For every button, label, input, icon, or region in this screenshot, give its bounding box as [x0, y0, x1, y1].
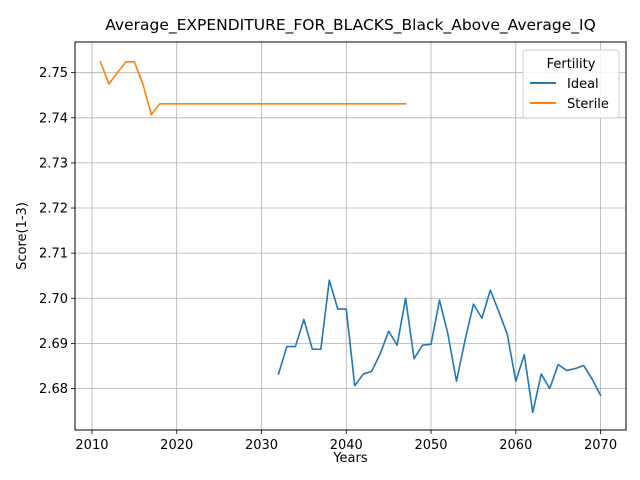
chart-title: Average_EXPENDITURE_FOR_BLACKS_Black_Abo… — [105, 16, 596, 35]
y-tick-label: 2.69 — [39, 337, 68, 352]
y-tick-label: 2.73 — [39, 156, 68, 171]
y-tick-label: 2.68 — [39, 382, 68, 397]
legend-label-sterile: Sterile — [567, 97, 609, 112]
x-tick-label: 2020 — [160, 438, 193, 453]
axis-ticks: 2010 2020 2030 2040 2050 2060 2070 2.68 2.69 2.70… — [39, 66, 617, 453]
series-line-ideal — [277, 279, 602, 414]
x-tick-label: 2050 — [414, 438, 447, 453]
y-tick-label: 2.70 — [39, 292, 68, 307]
x-tick-label: 2070 — [584, 438, 617, 453]
x-tick-label: 2030 — [245, 438, 278, 453]
x-tick-label: 2060 — [499, 438, 532, 453]
x-tick-label: 2010 — [75, 438, 108, 453]
y-tick-label: 2.71 — [39, 247, 68, 262]
grid — [75, 42, 626, 430]
series-line-sterile — [99, 60, 407, 116]
x-axis-label: Years — [332, 451, 368, 466]
y-axis-label: Score(1-3) — [15, 202, 30, 270]
plot-frame — [74, 41, 627, 431]
y-tick-label: 2.75 — [39, 66, 68, 81]
legend-label-ideal: Ideal — [567, 77, 599, 92]
x-tick-label: 2040 — [330, 438, 363, 453]
legend-title: Fertility — [547, 57, 596, 72]
y-tick-label: 2.72 — [39, 202, 68, 217]
series-lines — [99, 60, 602, 414]
legend-box — [522, 49, 620, 119]
y-tick-label: 2.74 — [39, 111, 68, 126]
legend: Fertility Ideal Sterile — [522, 49, 620, 119]
